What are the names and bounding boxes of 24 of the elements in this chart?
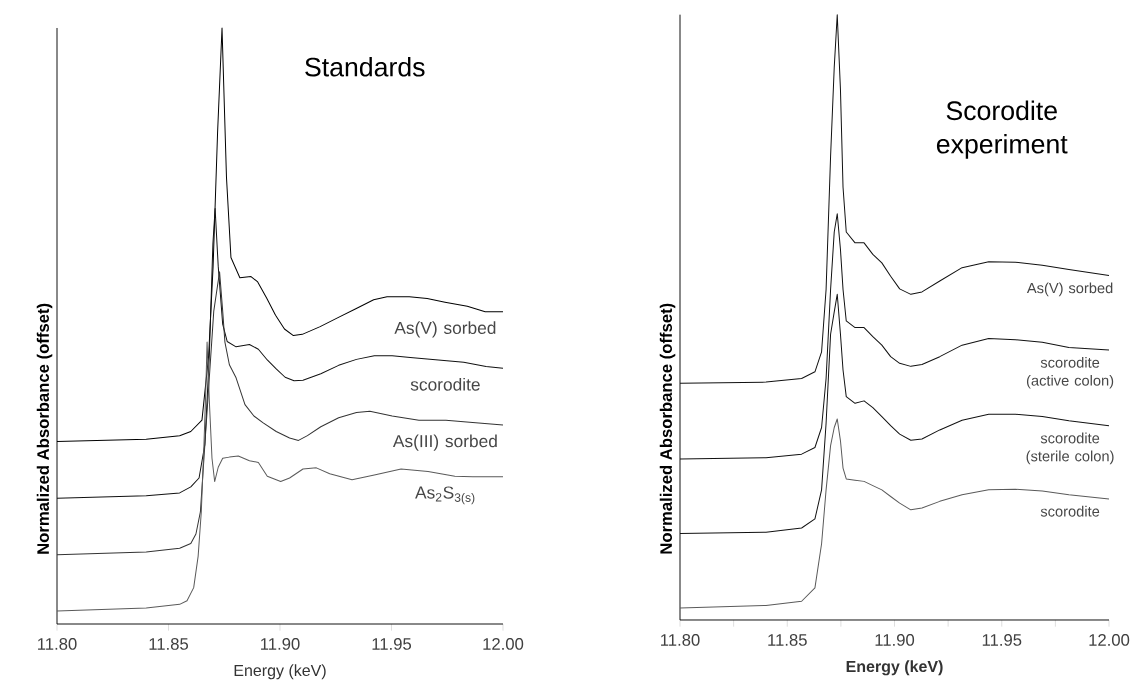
- text: Scorodite experiment: [936, 100, 1068, 159]
- x-tick-label: 11.80: [38, 638, 77, 650]
- series-label: scorodite (active colon): [1026, 356, 1114, 389]
- x-tick-label: 11.95: [372, 638, 412, 650]
- x-tick-label: 11.85: [149, 638, 189, 650]
- series-label: As$_{2}$S$_{3(s)}$: [415, 486, 475, 505]
- x-tick-label: 11.80: [661, 634, 700, 646]
- x-tick-label: 11.95: [982, 634, 1022, 646]
- series-label: scorodite: [410, 377, 480, 391]
- x-tick-label: 11.90: [261, 638, 300, 650]
- series-label: As(V) sorbed: [1026, 282, 1113, 297]
- series-label: As(V) sorbed: [394, 321, 496, 338]
- x-tick-label: 12.00: [1089, 634, 1130, 646]
- y-axis-title: Normalized Absorbance (offset): [36, 303, 53, 554]
- x-tick-label: 12.00: [483, 638, 524, 650]
- x-axis-title: Energy (keV): [846, 660, 943, 676]
- y-axis-title: Normalized Absorbance (offset): [659, 303, 676, 554]
- series-label: scorodite: [1040, 505, 1100, 517]
- x-tick-label: 11.85: [768, 634, 807, 646]
- series-label: As(III) sorbed: [392, 434, 497, 451]
- x-axis-title: Energy (keV): [234, 664, 326, 680]
- text: Standards: [305, 56, 425, 77]
- x-tick-label: 11.90: [875, 634, 915, 646]
- series-label: scorodite (sterile colon): [1026, 432, 1114, 465]
